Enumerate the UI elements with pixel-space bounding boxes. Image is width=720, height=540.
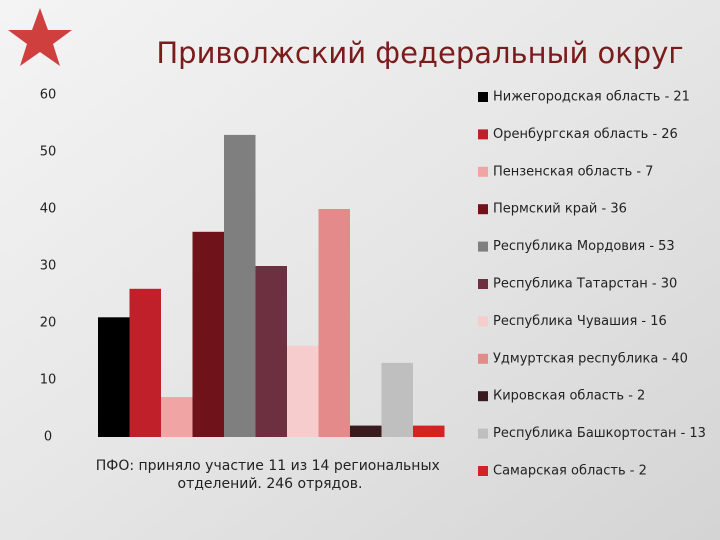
y-tick-label: 20 [40,316,57,331]
bar [161,397,193,437]
y-tick-label: 30 [40,259,57,274]
legend-swatch [478,279,488,289]
logo [8,8,72,66]
legend-label: Республика Мордовия - 53 [493,239,675,254]
bar [129,288,161,437]
legend-label: Республика Башкортостан - 13 [493,426,706,441]
legend-swatch [478,428,488,439]
bar [255,266,287,437]
legend-label: Оренбургская область - 26 [493,127,678,142]
legend-swatch [478,466,488,476]
legend-label: Пензенская область - 7 [493,164,653,179]
x-axis-label: ПФО: приняло участие 11 из 14 региональн… [96,458,445,492]
legend-swatch [478,129,488,140]
legend-label: Удмуртская республика - 40 [493,351,688,366]
legend-label: Нижегородская область - 21 [493,90,690,105]
legend-swatch [478,241,488,252]
legend-label: Республика Татарстан - 30 [493,277,677,292]
bar [287,345,319,437]
legend-swatch [478,204,488,215]
legend-swatch [478,353,488,364]
legend-swatch [478,92,488,102]
legend-label: Пермский край - 36 [493,202,627,217]
legend-swatch [478,391,488,402]
legend-label: Самарская область - 2 [493,464,647,479]
bar [413,425,445,437]
y-tick-label: 10 [40,373,57,388]
y-tick-label: 0 [44,430,52,445]
bar [224,134,256,437]
legend-swatch [478,316,488,327]
y-tick-label: 40 [40,202,57,217]
chart-title: Приволжский федеральный округ [156,36,683,70]
bar [350,425,382,437]
bar [98,317,130,437]
legend-label: Республика Чувашия - 16 [493,314,667,329]
y-tick-label: 60 [40,88,57,103]
legend-swatch [478,166,488,177]
legend-label: Кировская область - 2 [493,389,645,404]
bar [381,362,413,437]
bar [318,209,350,437]
y-tick-label: 50 [40,145,57,160]
bar [192,231,224,437]
